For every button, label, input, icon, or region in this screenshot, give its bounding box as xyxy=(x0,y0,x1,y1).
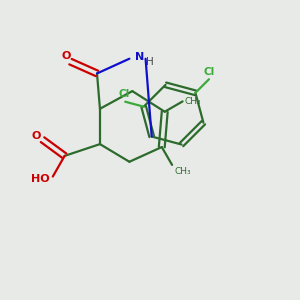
Text: N: N xyxy=(135,52,144,62)
Text: Cl: Cl xyxy=(119,89,130,99)
Text: H: H xyxy=(146,57,154,67)
Text: O: O xyxy=(32,131,41,141)
Text: CH₃: CH₃ xyxy=(185,97,202,106)
Text: CH₃: CH₃ xyxy=(174,167,191,176)
Text: Cl: Cl xyxy=(204,67,215,77)
Text: O: O xyxy=(61,51,71,62)
Text: HO: HO xyxy=(31,174,50,184)
